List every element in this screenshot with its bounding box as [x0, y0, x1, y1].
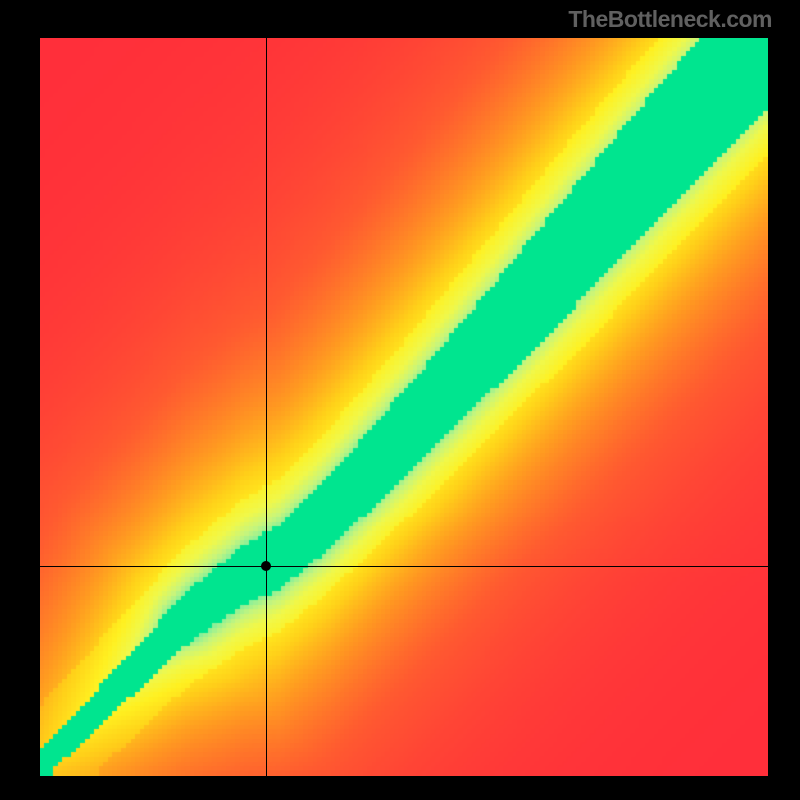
crosshair-vertical: [266, 38, 267, 776]
plot-area: [40, 38, 768, 776]
crosshair-horizontal: [40, 566, 768, 567]
marker-dot: [261, 561, 271, 571]
chart-container: { "watermark": { "text": "TheBottleneck.…: [0, 0, 800, 800]
watermark-text: TheBottleneck.com: [568, 6, 772, 33]
heatmap-canvas: [40, 38, 768, 776]
